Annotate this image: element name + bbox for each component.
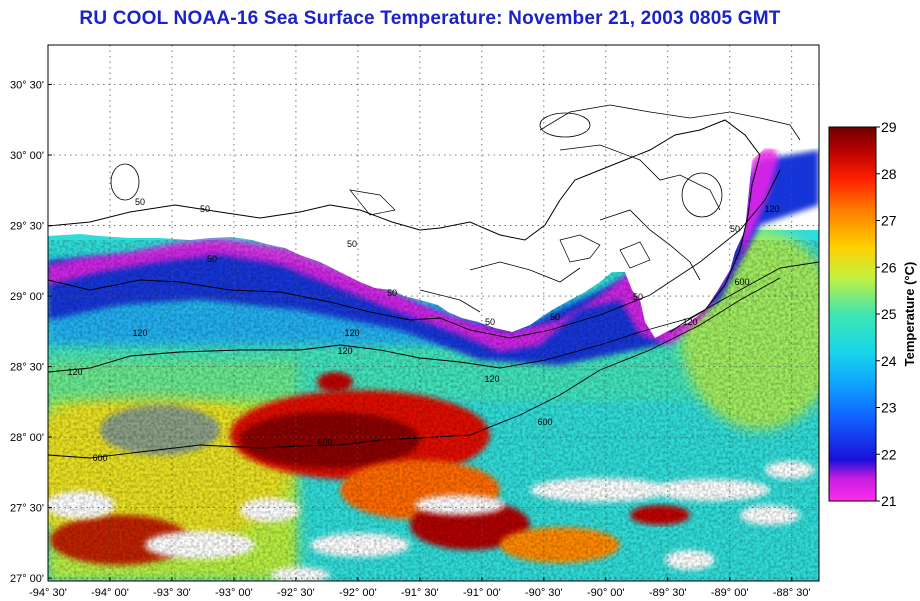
map-title: RU COOL NOAA-16 Sea Surface Temperature:…: [79, 8, 781, 29]
colorbar-tick-label: 25: [881, 306, 897, 322]
contour-label: 50: [485, 317, 495, 327]
colorbar-ticks: 29 28 27 26 25 24 23 22 21: [876, 119, 897, 509]
contour-label: 120: [337, 346, 352, 356]
map-grid: [48, 45, 819, 581]
lon-tick-label: -91° 00': [463, 587, 501, 599]
contour-label: 50: [387, 288, 397, 298]
bathymetry-contours: [48, 169, 819, 459]
colorbar-title: Temperature (°C): [902, 262, 917, 367]
contour-label: 120: [344, 328, 359, 338]
colorbar-tick-label: 21: [881, 493, 897, 509]
contour-label: 120: [67, 367, 82, 377]
contour-label: 50: [200, 204, 210, 214]
colorbar: 29 28 27 26 25 24 23 22 21 Temperature (°C): [828, 119, 917, 509]
colorbar-tick-label: 26: [881, 259, 897, 275]
lon-tick-label: -89° 30': [649, 587, 687, 599]
lat-tick-label: 29° 00': [10, 291, 44, 303]
contour-label: 50: [633, 292, 643, 302]
map-frame: [47, 44, 820, 582]
contour-label: 120: [484, 374, 499, 384]
coastline-marsh: [419, 104, 801, 313]
land-mass: [48, 45, 819, 338]
contour-label: 50: [730, 224, 740, 234]
contour-label: 50: [347, 239, 357, 249]
colorbar-tick-label: 23: [881, 400, 897, 416]
colorbar-tick-label: 27: [881, 213, 897, 229]
lat-tick-label: 28° 00': [10, 432, 44, 444]
lat-tick-label: 29° 30': [10, 221, 44, 233]
contour-labels: 50 50 50 50 50 50 50 50 50 120 120 120 120 120 120 120 6…: [67, 197, 779, 463]
lat-tick-label: 27° 00': [10, 573, 44, 585]
contour-label: 600: [92, 453, 107, 463]
lat-tick-label: 30° 30': [10, 79, 44, 91]
lon-tick-label: -93° 30': [153, 587, 191, 599]
lon-tick-label: -90° 00': [587, 587, 625, 599]
lon-tick-label: -94° 30': [29, 587, 67, 599]
latitude-axis: 30° 30' 30° 00' 29° 30' 29° 00' 28° 30' 28° 0…: [10, 79, 52, 585]
contour-label: 120: [132, 328, 147, 338]
colorbar-tick-label: 24: [881, 353, 897, 369]
lon-tick-label: -94° 00': [91, 587, 129, 599]
colorbar-gradient: [828, 126, 877, 502]
lon-tick-label: -92° 00': [339, 587, 377, 599]
lon-tick-label: -89° 00': [711, 587, 749, 599]
lon-tick-label: -88° 30': [773, 587, 811, 599]
contour-label: 50: [550, 312, 560, 322]
contour-label: 120: [682, 317, 697, 327]
contour-label: 120: [764, 204, 779, 214]
contour-label: 600: [537, 417, 552, 427]
contour-label: 600: [734, 277, 749, 287]
colorbar-tick-label: 28: [881, 166, 897, 182]
colorbar-tick-label: 29: [881, 119, 897, 135]
lat-tick-label: 28° 30': [10, 362, 44, 374]
lat-tick-label: 27° 30': [10, 503, 44, 515]
sst-map: 50 50 50 50 50 50 50 50 50 120 120 120 120 120 120 120 6…: [48, 45, 819, 581]
lon-tick-label: -90° 30': [525, 587, 563, 599]
lon-tick-label: -93° 00': [215, 587, 253, 599]
lon-tick-label: -91° 30': [401, 587, 439, 599]
contour-label: 600: [317, 437, 332, 447]
longitude-axis: -94° 30' -94° 00' -93° 30' -93° 00' -92° 30'…: [29, 577, 811, 599]
contour-label: 50: [135, 197, 145, 207]
lat-tick-label: 30° 00': [10, 150, 44, 162]
coastline: [48, 119, 761, 333]
colorbar-tick-label: 22: [881, 446, 897, 462]
contour-label: 50: [207, 254, 217, 264]
lon-tick-label: -92° 30': [277, 587, 315, 599]
